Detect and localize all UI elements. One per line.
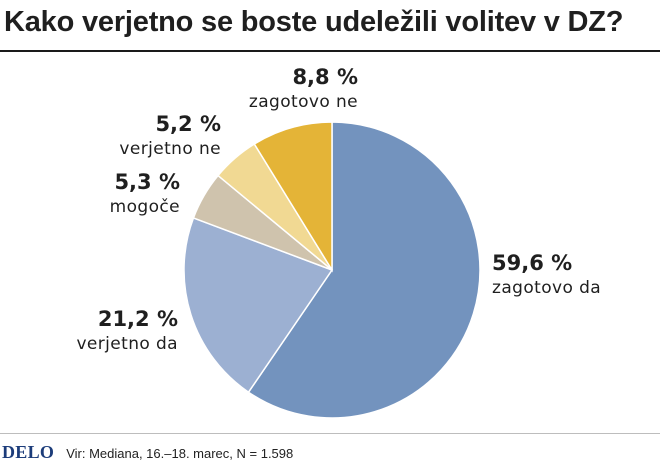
footer: DELO Vir: Mediana, 16.–18. marec, N = 1.… bbox=[2, 442, 293, 464]
source-note: Vir: Mediana, 16.–18. marec, N = 1.598 bbox=[66, 446, 294, 461]
slice-value-label: 5,2 % bbox=[155, 112, 221, 136]
chart-title: Kako verjetno se boste udeležili volitev… bbox=[4, 6, 624, 38]
slice-value-label: 8,8 % bbox=[292, 65, 358, 89]
slice-value-label: 5,3 % bbox=[114, 170, 180, 194]
slice-value-label: 59,6 % bbox=[492, 251, 572, 275]
slice-category-label: verjetno ne bbox=[119, 139, 221, 159]
pie-labels: 59,6 % zagotovo da 21,2 % verjetno da 5,3 % m… bbox=[76, 65, 601, 354]
slice-category-label: zagotovo da bbox=[492, 278, 601, 298]
footer-divider bbox=[0, 433, 660, 434]
slice-value-label: 21,2 % bbox=[98, 307, 178, 331]
pie-slices bbox=[183, 121, 481, 419]
delo-logo: DELO bbox=[2, 442, 55, 462]
pie-slice-zagotovo-ne bbox=[253, 121, 333, 273]
slice-category-label: zagotovo ne bbox=[249, 92, 358, 112]
pie-slice-verjetno-da bbox=[183, 216, 334, 394]
slice-category-label: verjetno da bbox=[76, 334, 178, 354]
slice-category-label: mogoče bbox=[110, 197, 180, 217]
pie-slice-zagotovo-da bbox=[247, 121, 481, 419]
title-divider bbox=[0, 50, 660, 52]
